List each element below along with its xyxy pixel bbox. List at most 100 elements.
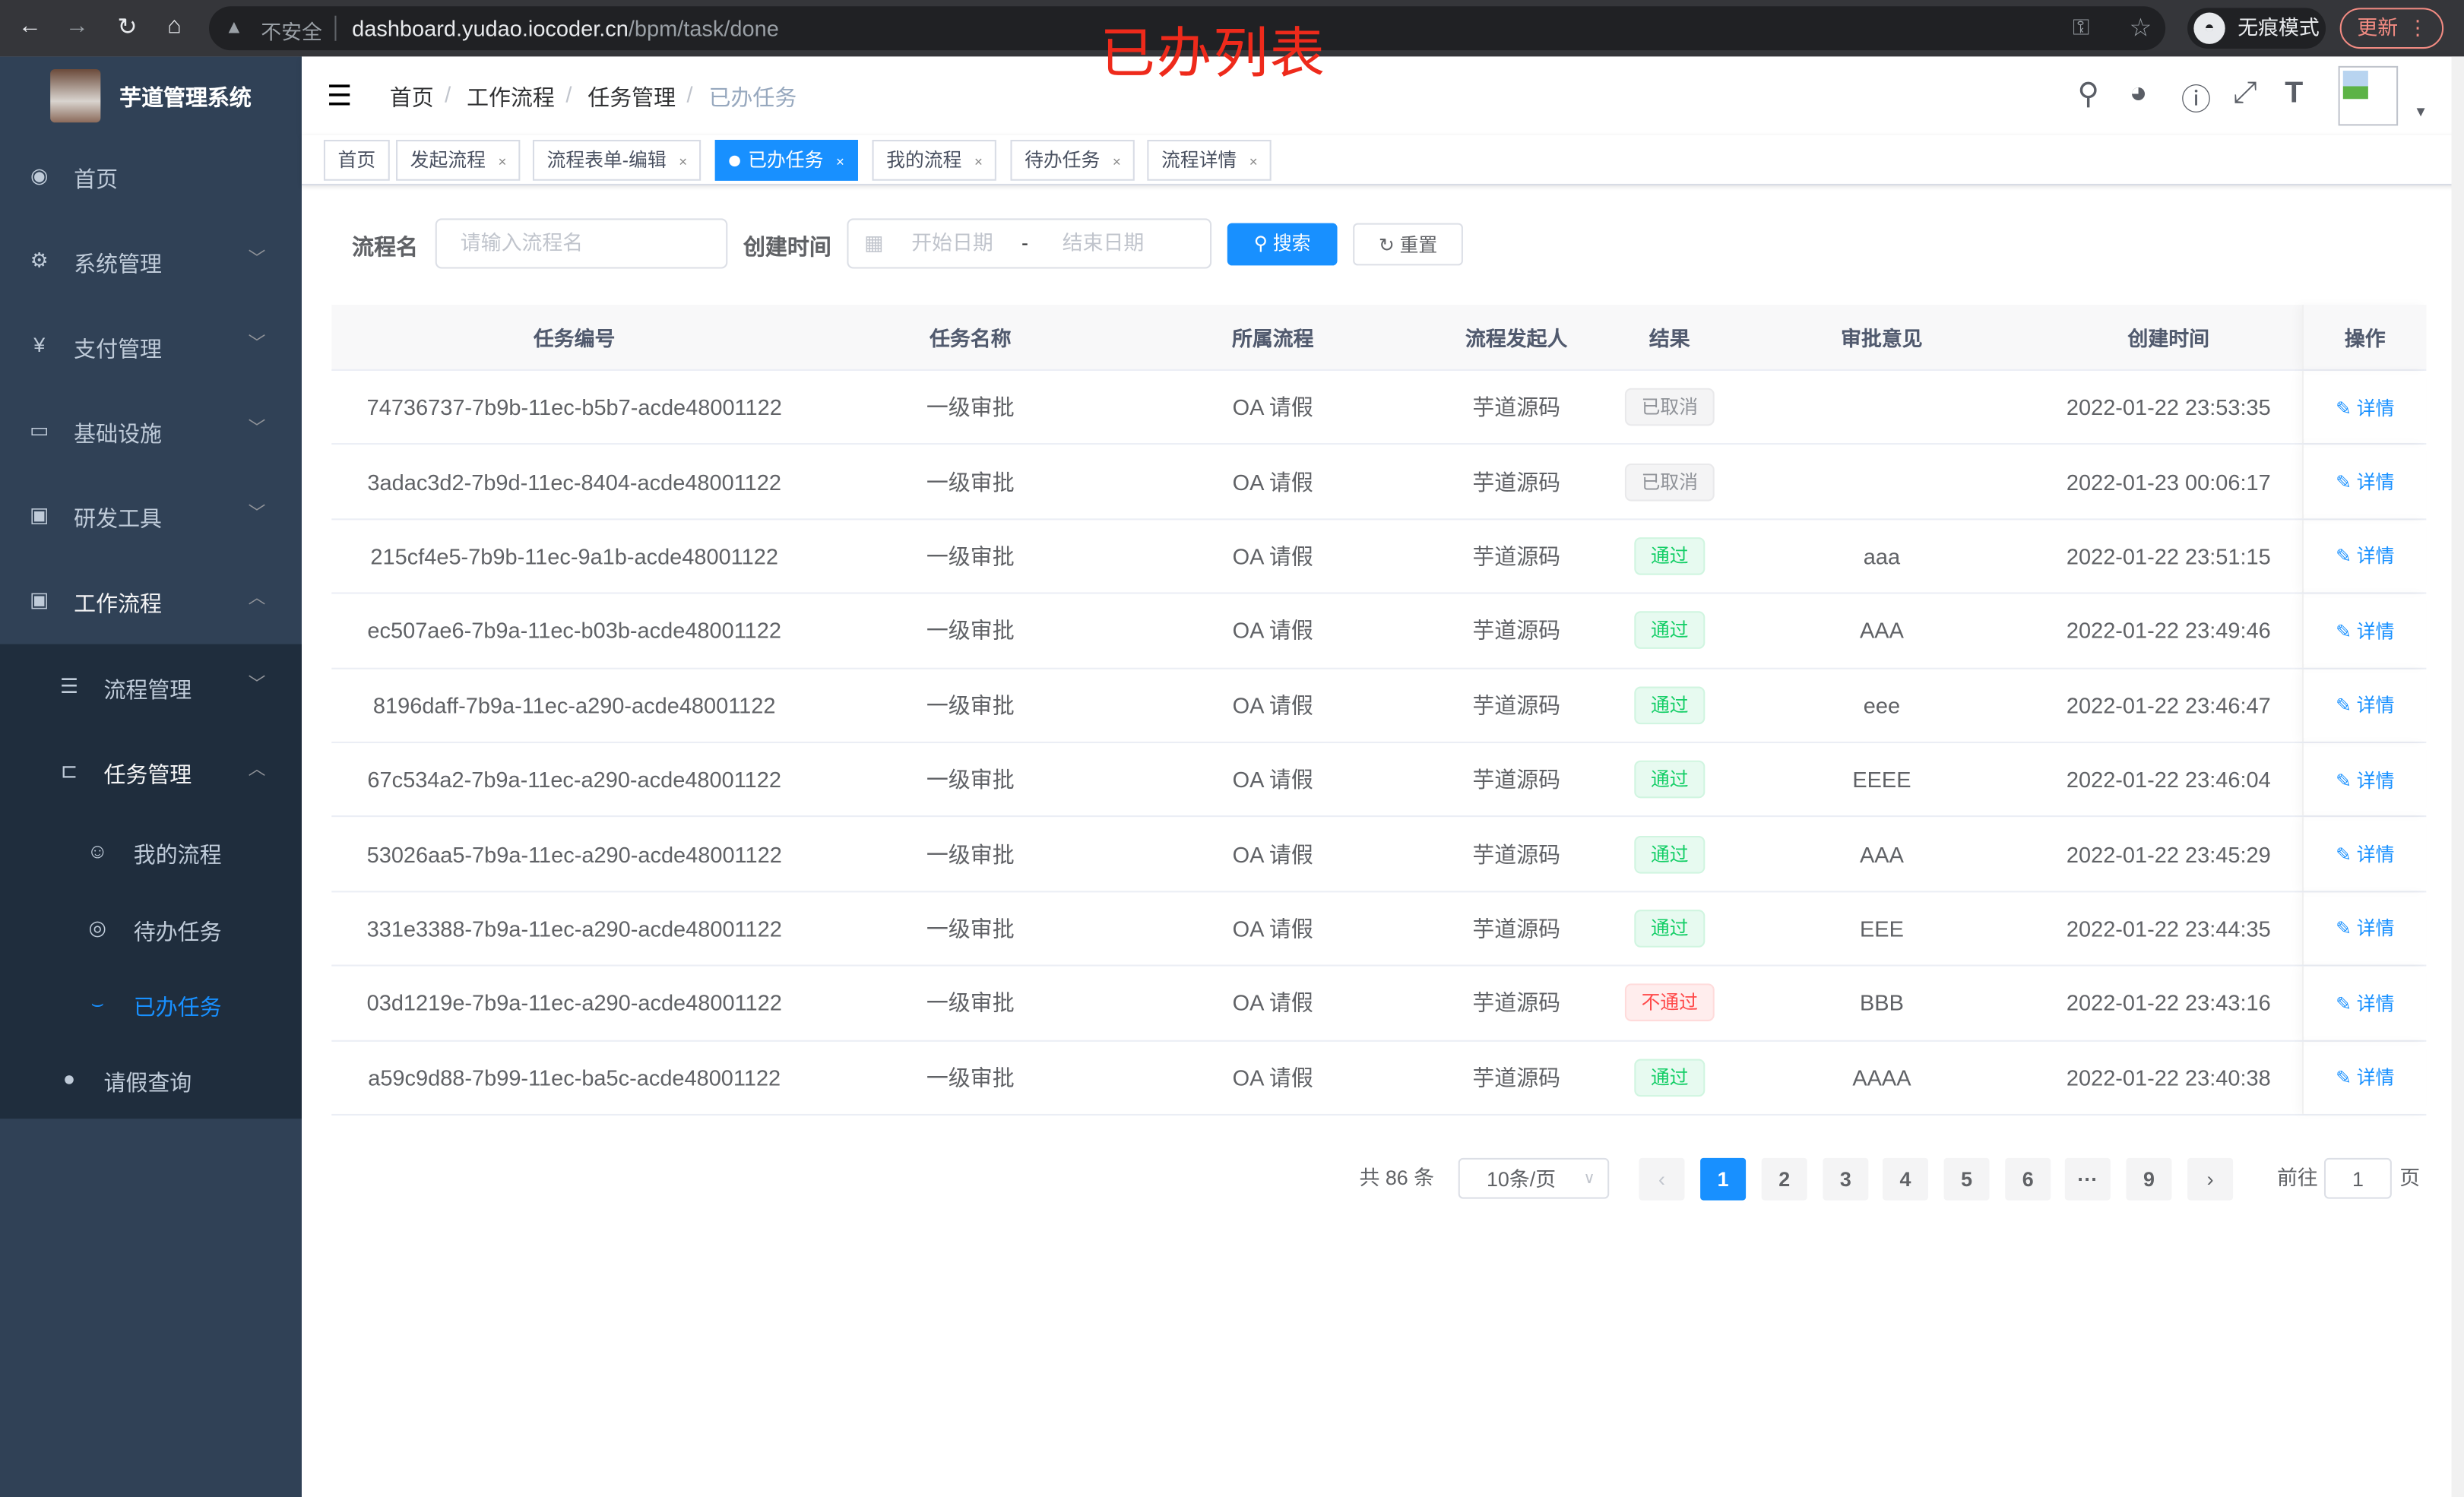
button-label: 重置 [1399, 234, 1438, 257]
approval-comment [1728, 445, 2035, 518]
detail-button[interactable]: ✎ 详情 [2336, 394, 2394, 420]
refresh-icon: ↻ [1378, 234, 1400, 257]
caret-down-icon[interactable]: ▼ [2413, 103, 2428, 120]
create-time: 2022-01-22 23:53:35 [2066, 394, 2271, 420]
font-size-icon[interactable]: T [2285, 77, 2304, 110]
detail-button[interactable]: ✎ 详情 [2336, 543, 2394, 569]
close-icon[interactable]: × [1249, 153, 1258, 170]
page-button[interactable]: 2 [1761, 1157, 1807, 1201]
star-icon[interactable]: ☆ [2129, 15, 2152, 43]
github-icon[interactable]: ◕ [2129, 77, 2148, 110]
sidebar-item-tools[interactable]: ▣ 研发工具 ﹀ [0, 474, 302, 559]
detail-button[interactable]: ✎ 详情 [2336, 989, 2394, 1016]
goto-label: 前往 [2276, 1166, 2318, 1190]
tag-process-detail[interactable]: 流程详情 × [1147, 140, 1272, 181]
sidebar-item-leave[interactable]: ● 请假查询 [0, 1039, 302, 1124]
result-cell: 通过 [1610, 594, 1728, 667]
goto-page-input[interactable]: 1 [2323, 1157, 2392, 1199]
tag-done-tasks[interactable]: 已办任务 × [714, 140, 859, 181]
page-button[interactable]: 1 [1700, 1157, 1747, 1201]
tag-form-edit[interactable]: 流程表单-编辑 × [532, 140, 702, 181]
start-date-input[interactable]: 开始日期 [911, 230, 993, 255]
close-icon[interactable]: × [835, 153, 844, 170]
page-button[interactable]: ··· [2064, 1157, 2111, 1201]
create-time: 2022-01-22 23:49:46 [2066, 618, 2271, 644]
page-button[interactable]: 4 [1882, 1157, 1928, 1201]
detail-button[interactable]: ✎ 详情 [2336, 915, 2394, 942]
sidebar-item-pay[interactable]: ¥ 支付管理 ﹀ [0, 305, 302, 390]
calendar-icon: ▦ [864, 230, 884, 255]
tag-label: 首页 [337, 149, 376, 172]
hamburger-icon[interactable]: ☰ [327, 80, 353, 112]
task-id: a59c9d88-7b99-11ec-ba5c-acde48001122 [368, 1065, 781, 1090]
create-time-label: 创建时间 [743, 234, 831, 260]
fullscreen-icon[interactable]: ⤢ [2233, 77, 2257, 110]
sidebar-item-process-manage[interactable]: ☰ 流程管理 ﹀ [0, 646, 302, 731]
task-name: 一级审批 [926, 1065, 1015, 1090]
sidebar-item-task-manage[interactable]: ⊏ 任务管理 ︿ [0, 730, 302, 815]
detail-button[interactable]: ✎ 详情 [2336, 468, 2394, 495]
key-icon[interactable]: ⚿ [2073, 14, 2090, 40]
update-button[interactable]: 更新 ⋮ [2339, 8, 2444, 49]
detail-button[interactable]: ✎ 详情 [2336, 840, 2394, 867]
tag-start-process[interactable]: 发起流程 × [396, 140, 521, 181]
process-name: OA 请假 [1232, 394, 1313, 420]
tag-todo[interactable]: 待办任务 × [1010, 140, 1135, 181]
address-bar[interactable]: ▲ 不安全 dashboard.yudao.iocoder.cn/bpm/tas… [208, 6, 2166, 51]
sidebar-item-home[interactable]: ◉ 首页 [0, 135, 302, 220]
process-name-input[interactable]: 请输入流程名 [435, 218, 728, 269]
close-icon[interactable]: × [679, 153, 688, 170]
sidebar-item-my-process[interactable]: ☺ 我的流程 [0, 811, 302, 886]
tags-view: 首页 发起流程 × 流程表单-编辑 × 已办任务 × 我的流程 × 待办任务 × 流程详情… [301, 135, 2464, 185]
detail-button[interactable]: ✎ 详情 [2336, 692, 2394, 718]
back-icon[interactable]: ← [17, 12, 42, 40]
page-button[interactable]: 6 [2005, 1157, 2051, 1201]
breadcrumb-item[interactable]: 任务管理 [587, 84, 676, 110]
avatar[interactable] [2338, 65, 2399, 126]
reload-icon[interactable]: ↻ [117, 14, 138, 41]
sidebar-item-todo[interactable]: ◎ 待办任务 [0, 888, 302, 963]
status-badge: 通过 [1635, 537, 1705, 575]
sidebar-item-system[interactable]: ⚙ 系统管理 ﹀ [0, 220, 302, 305]
prev-page-button[interactable]: ‹ [1639, 1157, 1685, 1201]
end-date-input[interactable]: 结束日期 [1062, 230, 1145, 255]
detail-button[interactable]: ✎ 详情 [2336, 1064, 2394, 1090]
next-page-button[interactable]: › [2187, 1157, 2234, 1201]
table-row: 3adac3d2-7b9d-11ec-8404-acde48001122 一级审… [331, 445, 2427, 520]
approval-comment: EEE [1859, 916, 1904, 942]
page-button[interactable]: 9 [2126, 1157, 2172, 1201]
page-size-select[interactable]: 10条/页 ∨ [1458, 1157, 1610, 1199]
status-badge: 通过 [1635, 686, 1705, 724]
page-button[interactable]: 5 [1943, 1157, 1990, 1201]
detail-button[interactable]: ✎ 详情 [2336, 617, 2394, 644]
scrollbar[interactable] [2451, 56, 2464, 1497]
status-badge: 不通过 [1625, 983, 1714, 1022]
sidebar-item-infra[interactable]: ▭ 基础设施 ﹀ [0, 390, 302, 475]
breadcrumb-item[interactable]: 首页 [389, 84, 434, 110]
sidebar-item-done[interactable]: ⌣ 已办任务 [0, 963, 302, 1038]
reset-button[interactable]: ↻ 重置 [1353, 223, 1463, 266]
tag-my-process[interactable]: 我的流程 × [872, 140, 997, 181]
close-icon[interactable]: × [1112, 153, 1121, 170]
close-icon[interactable]: × [974, 153, 983, 170]
table-row: 67c534a2-7b9a-11ec-a290-acde48001122 一级审… [331, 742, 2427, 818]
search-icon[interactable]: ⚲ [2077, 78, 2100, 112]
task-id: 03d1219e-7b9a-11ec-a290-acde48001122 [366, 990, 782, 1016]
home-icon[interactable]: ⌂ [167, 12, 182, 40]
detail-button[interactable]: ✎ 详情 [2336, 766, 2394, 793]
chevron-up-icon: ︿ [248, 760, 266, 780]
search-button[interactable]: ⚲ 搜索 [1227, 223, 1338, 266]
help-icon[interactable]: ⓘ [2181, 84, 2212, 119]
link-label: 详情 [2356, 695, 2395, 717]
tag-home[interactable]: 首页 [323, 140, 390, 181]
close-icon[interactable]: × [498, 153, 507, 170]
date-range-picker[interactable]: ▦ 开始日期 - 结束日期 [847, 218, 1212, 269]
page-button[interactable]: 3 [1823, 1157, 1869, 1201]
sidebar-item-workflow[interactable]: ▣ 工作流程 ︿ [0, 559, 302, 644]
breadcrumb-item[interactable]: 工作流程 [467, 84, 555, 110]
starter: 芋道源码 [1472, 1065, 1561, 1090]
status-badge: 通过 [1635, 1058, 1705, 1097]
incognito-badge[interactable]: ◓ 无痕模式 [2187, 8, 2326, 49]
forward-icon[interactable]: → [65, 12, 89, 40]
create-time: 2022-01-23 00:06:17 [2066, 469, 2271, 495]
